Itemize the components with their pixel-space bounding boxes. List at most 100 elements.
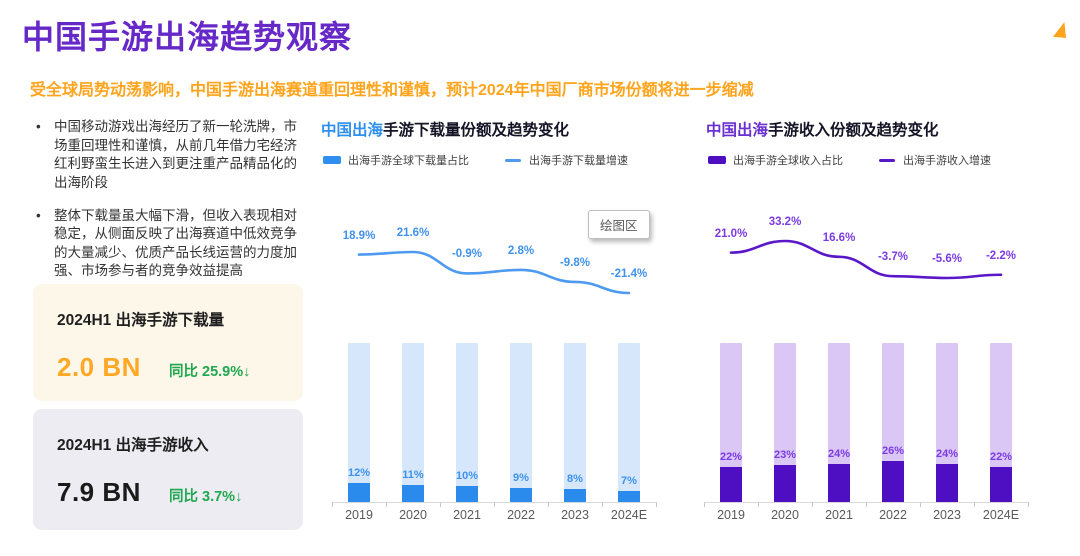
legend-bar-swatch-icon xyxy=(708,156,726,164)
bar-fill-segment[interactable] xyxy=(510,487,532,502)
stat-card-title: 2024H1 出海手游收入 xyxy=(57,437,209,454)
line-point-label: -21.4% xyxy=(610,268,648,280)
line-point-label: -5.6% xyxy=(931,253,963,265)
line-point-label: 21.6% xyxy=(396,227,430,239)
x-axis-tick xyxy=(332,502,333,507)
legend-label: 出海手游全球收入占比 xyxy=(733,155,843,167)
stat-card-yoy-badge: 同比 3.7%↓ xyxy=(169,489,243,505)
x-axis-tick xyxy=(548,502,549,507)
bar-background[interactable] xyxy=(456,343,478,502)
chart-legend: 出海手游全球下载量占比 出海手游下载量增速 xyxy=(323,152,628,168)
chart-title: 中国出海手游收入份额及趋势变化 xyxy=(706,118,939,140)
x-axis-tick xyxy=(602,502,603,507)
stat-card-downloads[interactable]: 2024H1 出海手游下载量 2.0 BN 同比 25.9%↓ xyxy=(33,284,303,401)
category-label: 2020 xyxy=(771,508,799,522)
line-point-label: -9.8% xyxy=(559,256,591,269)
bar-value-label: 12% xyxy=(347,466,371,479)
category-label: 2019 xyxy=(345,508,373,522)
legend-bar-swatch-icon xyxy=(323,156,341,164)
bar-background[interactable] xyxy=(402,343,424,502)
bar-fill-segment[interactable] xyxy=(618,490,640,502)
legend-label: 出海手游下载量增速 xyxy=(529,155,628,167)
bullet-text: 整体下载量虽大幅下滑，但收入表现相对稳定，从侧面反映了出海赛道中低效竞争的大量减… xyxy=(54,207,297,279)
bullet-item: • 整体下载量虽大幅下滑，但收入表现相对稳定，从侧面反映了出海赛道中低效竞争的大… xyxy=(36,207,310,282)
bar-value-label: 7% xyxy=(621,474,637,487)
category-label: 2021 xyxy=(453,508,481,522)
category-label: 2020 xyxy=(399,508,427,522)
line-point-label: -2.2% xyxy=(985,249,1017,262)
bar-background[interactable] xyxy=(936,343,958,502)
category-label: 2023 xyxy=(561,508,589,522)
stat-card-revenue[interactable]: 2024H1 出海手游收入 7.9 BN 同比 3.7%↓ xyxy=(33,409,303,530)
chart-title-rest: 手游收入份额及趋势变化 xyxy=(768,122,939,139)
chart-downloads[interactable]: 中国出海手游下载量份额及趋势变化 出海手游全球下载量占比 出海手游下载量增速 1… xyxy=(318,118,690,530)
x-axis-tick xyxy=(1028,502,1029,507)
category-label: 2022 xyxy=(507,508,535,522)
bar-fill-segment[interactable] xyxy=(882,460,904,502)
category-label: 2023 xyxy=(933,508,961,522)
line-point-label: -3.7% xyxy=(877,251,909,264)
category-label: 2022 xyxy=(879,508,907,522)
bar-fill-segment[interactable] xyxy=(564,489,586,502)
category-label: 2024E xyxy=(610,508,648,522)
stat-card-value: 7.9 BN xyxy=(57,477,141,507)
plot-area-revenue[interactable]: 22% 2019 23% 2020 24% 2021 26% 2022 24% 2023 22% 20… xyxy=(703,118,1075,530)
insight-bullets[interactable]: • 中国移动游戏出海经历了新一轮洗牌，市场重回理性和谨慎，从前几年借力宅经济红利… xyxy=(36,118,310,295)
mouse-cursor-icon xyxy=(1053,22,1066,38)
bar-value-label: 8% xyxy=(567,473,583,486)
legend-line-swatch-icon xyxy=(879,158,895,162)
legend-label: 出海手游收入增速 xyxy=(903,155,991,167)
x-axis-tick xyxy=(812,502,813,507)
plot-area-tooltip: 绘图区 xyxy=(588,210,650,239)
bar-background[interactable] xyxy=(510,343,532,502)
bar-value-label: 23% xyxy=(773,449,797,462)
legend-label: 出海手游全球下载量占比 xyxy=(348,155,469,167)
category-label: 2024E xyxy=(982,508,1020,522)
line-point-label: 21.0% xyxy=(714,227,748,240)
bar-background[interactable] xyxy=(564,343,586,502)
x-axis-tick xyxy=(494,502,495,507)
x-axis-tick xyxy=(920,502,921,507)
bar-value-label: 9% xyxy=(513,471,529,484)
line-point-label: 33.2% xyxy=(768,216,802,228)
bar-value-label: 26% xyxy=(881,444,905,457)
bar-value-label: 11% xyxy=(402,468,424,481)
bar-background[interactable] xyxy=(774,343,796,502)
chart-title-highlight: 中国出海 xyxy=(706,122,769,139)
bullet-item: • 中国移动游戏出海经历了新一轮洗牌，市场重回理性和谨慎，从前几年借力宅经济红利… xyxy=(36,118,310,193)
chart-revenue[interactable]: 中国出海手游收入份额及趋势变化 出海手游全球收入占比 出海手游收入增速 22% 2… xyxy=(703,118,1075,530)
legend-line-swatch-icon xyxy=(505,158,521,162)
bar-value-label: 22% xyxy=(989,451,1013,464)
line-point-label: -0.9% xyxy=(451,248,483,261)
chart-legend: 出海手游全球收入占比 出海手游收入增速 xyxy=(708,152,991,168)
stat-card-title: 2024H1 出海手游下载量 xyxy=(57,312,225,329)
x-axis-tick xyxy=(974,502,975,507)
bar-fill-segment[interactable] xyxy=(456,486,478,502)
bar-value-label: 24% xyxy=(935,447,959,460)
bar-value-label: 10% xyxy=(455,470,479,483)
bar-fill-segment[interactable] xyxy=(828,463,850,502)
bar-background[interactable] xyxy=(828,343,850,502)
bar-background[interactable] xyxy=(618,343,640,502)
bar-fill-segment[interactable] xyxy=(348,482,370,502)
page-title: 中国手游出海趋势观察 xyxy=(22,19,353,55)
line-point-label: 2.8% xyxy=(507,244,535,257)
line-point-label: 16.6% xyxy=(822,231,856,244)
x-axis-tick xyxy=(440,502,441,507)
category-label: 2021 xyxy=(825,508,853,522)
bar-background[interactable] xyxy=(990,343,1012,502)
bar-fill-segment[interactable] xyxy=(720,467,742,502)
bar-fill-segment[interactable] xyxy=(990,467,1012,502)
bar-fill-segment[interactable] xyxy=(774,465,796,502)
bar-fill-segment[interactable] xyxy=(402,484,424,502)
stat-card-value: 2.0 BN xyxy=(57,352,141,382)
bullet-marker: • xyxy=(36,119,41,134)
plot-area-downloads[interactable]: 12% 2019 11% 2020 10% 2021 9% 2022 8% 2023 7% 2024E… xyxy=(318,118,690,530)
bullet-marker: • xyxy=(36,207,41,223)
bullet-text: 中国移动游戏出海经历了新一轮洗牌，市场重回理性和谨慎，从前几年借力宅经济红利野蛮… xyxy=(54,119,297,190)
bar-background[interactable] xyxy=(348,343,370,502)
page-subtitle: 受全球局势动荡影响，中国手游出海赛道重回理性和谨慎，预计2024年中国厂商市场份… xyxy=(30,82,754,99)
bar-background[interactable] xyxy=(720,343,742,502)
bar-fill-segment[interactable] xyxy=(936,463,958,502)
